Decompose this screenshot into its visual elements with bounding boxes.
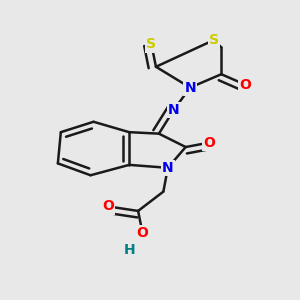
Text: N: N — [168, 103, 180, 117]
Text: N: N — [184, 81, 196, 94]
Text: H: H — [123, 243, 135, 256]
Text: N: N — [162, 161, 174, 175]
Text: O: O — [136, 226, 148, 240]
Text: S: S — [146, 38, 157, 52]
Text: O: O — [239, 78, 251, 92]
Text: O: O — [103, 200, 114, 214]
Text: O: O — [203, 136, 215, 150]
Text: S: S — [209, 33, 219, 47]
